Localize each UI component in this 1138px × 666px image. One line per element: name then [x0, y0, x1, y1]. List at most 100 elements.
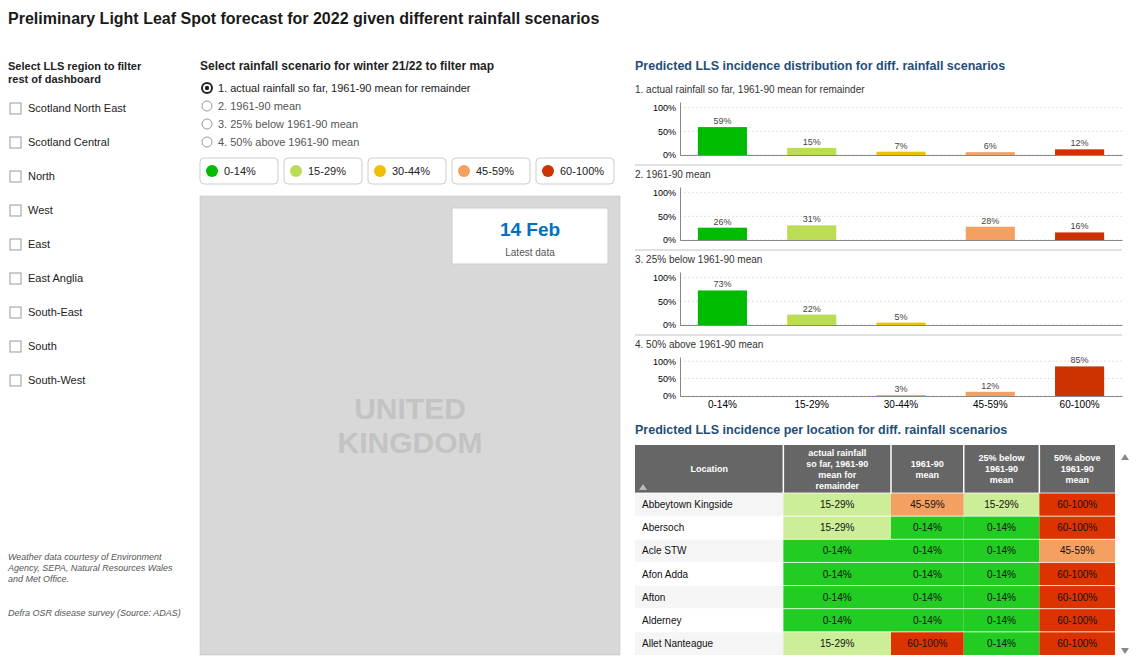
table-cell: [891, 516, 964, 539]
header-cell: [1039, 445, 1115, 493]
checkbox: [10, 375, 21, 386]
bar: [876, 240, 925, 241]
checkbox: [10, 103, 21, 114]
checkbox: [10, 239, 21, 250]
text-line: 50% above: [1054, 453, 1101, 463]
cell-label: 0-14%: [823, 615, 852, 626]
cell-label: 60-100%: [1057, 522, 1097, 533]
bar: [966, 227, 1015, 240]
bars: [698, 290, 926, 325]
bar: [966, 152, 1015, 155]
legend-box: [368, 158, 446, 184]
checkbox: [10, 171, 21, 182]
checkbox: [10, 205, 21, 216]
region-option: East: [28, 238, 50, 250]
table-cell: [1039, 609, 1115, 632]
header-separator: [963, 445, 965, 493]
cell-label: 0-14%: [913, 522, 942, 533]
table-cell: [1039, 539, 1115, 562]
bar: [698, 127, 747, 155]
map-note: Latest data: [505, 247, 555, 258]
tick-label: 15-29%: [794, 399, 829, 410]
tick-label: 50%: [658, 374, 676, 384]
y-axis: 0%50%100%: [653, 357, 681, 402]
bar: [698, 396, 747, 397]
chart-title: 3. 25% below 1961-90 mean: [635, 254, 762, 265]
bar: [698, 290, 747, 325]
tick-label: 0%: [663, 391, 676, 401]
bar: [876, 323, 925, 325]
section-title: Predicted LLS incidence per location for…: [635, 423, 1007, 437]
table-cell: [1039, 586, 1115, 609]
tick: 50%: [658, 127, 680, 137]
cell-label: 0-14%: [913, 545, 942, 556]
x-axis: [681, 240, 1123, 242]
text-line: Agency, SEPA, Natural Resources Wales: [7, 563, 173, 573]
cell-label: 0-14%: [913, 615, 942, 626]
row-separator: [635, 562, 1115, 563]
separator: [635, 165, 1122, 166]
region-option: South-East: [28, 306, 82, 318]
table-cell: [891, 632, 964, 655]
cell-label: Abbeytown Kingside: [642, 499, 733, 510]
text-line: Weather data courtesy of Environment: [8, 552, 162, 562]
row-separator: [635, 516, 1115, 517]
tick: 50%: [658, 212, 680, 222]
bar: [787, 396, 836, 397]
table-cell: [1039, 632, 1115, 655]
grid-line: [680, 216, 1122, 217]
legend-swatch: [542, 165, 554, 177]
cell-label: 0-14%: [987, 545, 1016, 556]
tick: 15-29%: [794, 396, 829, 410]
text-line: mean: [990, 475, 1014, 485]
table-cell: [1039, 562, 1115, 585]
cell-label: 60-100%: [907, 638, 947, 649]
table-cell: [635, 539, 783, 562]
cell-label: 0-14%: [913, 592, 942, 603]
bar: [1055, 366, 1104, 396]
scenario-option: 2. 1961-90 mean: [218, 100, 301, 112]
x-axis: [681, 325, 1123, 327]
axis-line: [680, 188, 681, 241]
data-label: 7%: [894, 141, 907, 151]
legend-label: 45-59%: [476, 165, 514, 177]
tick-label: 60-100%: [1060, 399, 1100, 410]
data-label: 85%: [1071, 355, 1089, 365]
header-cell: [635, 445, 783, 493]
table-cell: [783, 562, 891, 585]
bar-chart: 1. actual rainfall so far, 1961-90 mean …: [635, 84, 1123, 160]
cell-label: Acle STW: [642, 545, 687, 556]
text-line: mean for: [818, 470, 857, 480]
scenario-option: 4. 50% above 1961-90 mean: [218, 136, 359, 148]
cell-label: 0-14%: [987, 615, 1016, 626]
data-label: 31%: [803, 214, 821, 224]
header-label: Location: [690, 464, 728, 474]
data-label: 26%: [713, 217, 731, 227]
table-cell: [891, 562, 964, 585]
text-line: 25% below: [979, 453, 1026, 463]
legend-box: [284, 158, 362, 184]
region-option: South-West: [28, 374, 85, 386]
axis-line: [681, 325, 1123, 326]
table-cell: [964, 539, 1040, 562]
tick-label: 100%: [653, 188, 676, 198]
tick-label: 50%: [658, 297, 676, 307]
table-cell: [964, 493, 1040, 516]
region-option: South: [28, 340, 57, 352]
radio: [202, 119, 212, 129]
scenario-option: 1. actual rainfall so far, 1961-90 mean …: [218, 82, 471, 94]
legend-swatch: [290, 165, 302, 177]
chart-title: 1. actual rainfall so far, 1961-90 mean …: [635, 84, 865, 95]
row-separator: [635, 539, 1115, 540]
cell-label: 0-14%: [823, 569, 852, 580]
checkbox: [10, 273, 21, 284]
table-cell: [635, 562, 783, 585]
text-line: 1961-90: [985, 464, 1018, 474]
text-line: rest of dashboard: [8, 73, 101, 85]
legend-label: 0-14%: [224, 165, 256, 177]
table-cell: [1039, 516, 1115, 539]
tick: 0%: [663, 320, 680, 330]
checkbox: [10, 307, 21, 318]
y-axis: 0%50%100%: [653, 273, 681, 331]
header-cell: [964, 445, 1040, 493]
